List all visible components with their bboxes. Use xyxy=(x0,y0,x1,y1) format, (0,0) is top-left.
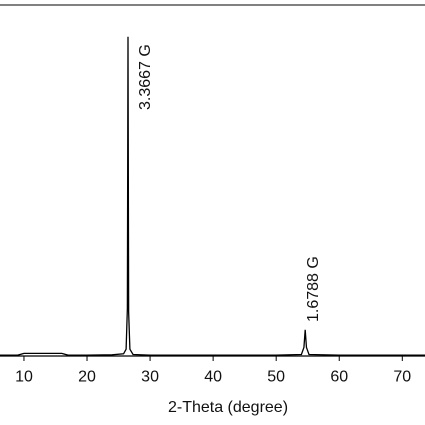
peak-annotation: 3.3667 G xyxy=(137,44,154,110)
x-tick-label: 20 xyxy=(78,368,96,385)
x-tick-label: 10 xyxy=(15,368,33,385)
x-tick-label: 60 xyxy=(330,368,348,385)
data-line xyxy=(0,36,425,356)
peak-annotation: 1.6788 G xyxy=(305,256,322,322)
x-tick-label: 30 xyxy=(141,368,159,385)
x-tick-label: 50 xyxy=(267,368,285,385)
x-tick-label: 70 xyxy=(393,368,411,385)
x-tick-label: 40 xyxy=(204,368,222,385)
x-axis-label: 2-Theta (degree) xyxy=(168,399,288,416)
